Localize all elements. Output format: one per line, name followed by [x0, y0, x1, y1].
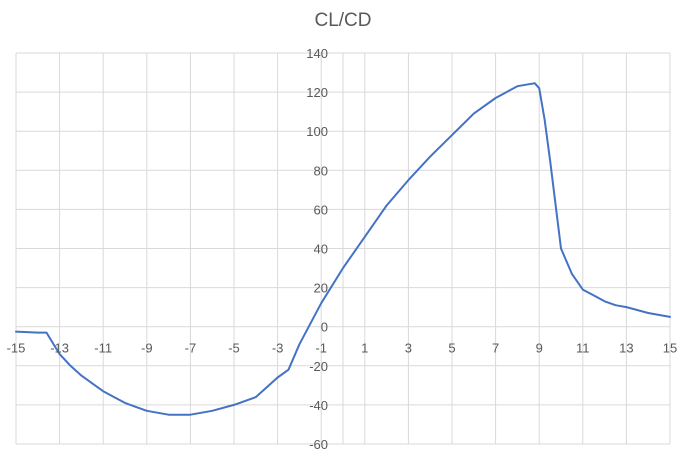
x-tick-label: 13 [619, 341, 633, 356]
y-tick-label: 100 [306, 124, 328, 139]
x-tick-label: -3 [272, 341, 284, 356]
x-tick-label: -13 [50, 341, 69, 356]
x-tick-label: 7 [492, 341, 499, 356]
y-tick-label: 0 [321, 320, 328, 335]
axes [16, 53, 670, 444]
y-tick-label: 20 [314, 281, 328, 296]
x-tick-label: 5 [448, 341, 455, 356]
x-tick-label: 9 [536, 341, 543, 356]
x-tick-label: -15 [7, 341, 26, 356]
x-tick-label: -1 [315, 341, 327, 356]
series-layer [15, 82, 671, 416]
x-tick-label: 11 [576, 341, 590, 356]
x-tick-label: 3 [405, 341, 412, 356]
gridlines [15, 52, 671, 445]
series-line [15, 82, 671, 416]
x-tick-label: -9 [141, 341, 153, 356]
y-tick-label: 40 [314, 242, 328, 257]
y-tick-label: -60 [309, 437, 328, 452]
x-tick-label: -5 [228, 341, 240, 356]
y-tick-label: -40 [309, 398, 328, 413]
x-tick-label: -7 [185, 341, 197, 356]
y-tick-label: 120 [306, 85, 328, 100]
y-tick-label: 80 [314, 163, 328, 178]
chart-title: CL/CD [314, 10, 371, 31]
x-tick-label: -11 [94, 341, 112, 356]
y-tick-label: 140 [306, 46, 328, 61]
x-tick-label: 1 [361, 341, 368, 356]
y-tick-label: 60 [314, 202, 328, 217]
y-tick-label: -20 [309, 359, 328, 374]
x-tick-label: 15 [663, 341, 677, 356]
